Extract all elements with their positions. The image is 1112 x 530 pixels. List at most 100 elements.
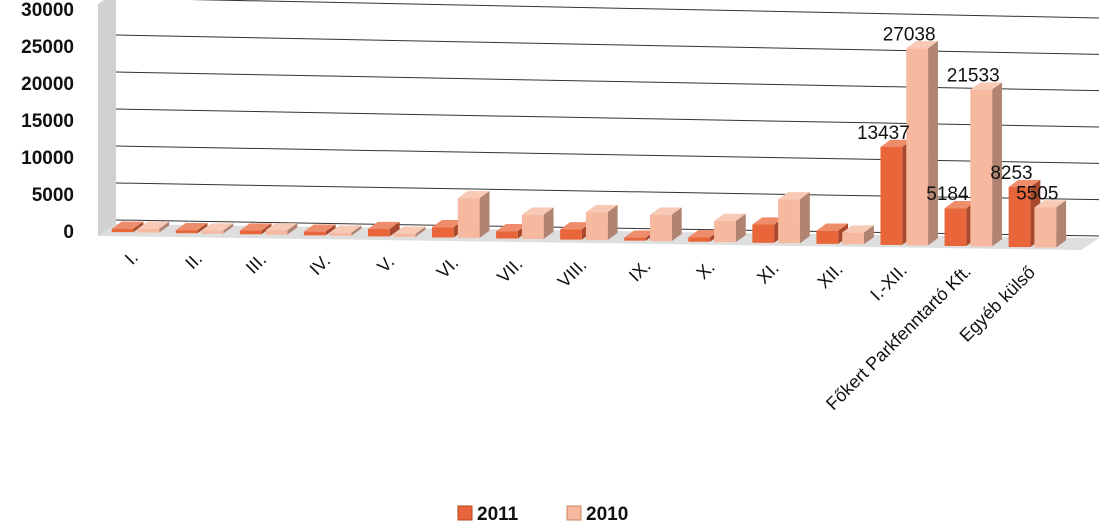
bar-2011-top [688,230,720,238]
x-tick-label: XI. [753,258,783,288]
bar-2011-side [197,222,208,234]
bar-2010-side [992,82,1003,247]
y-tick-label: 15000 [21,111,74,132]
bar-2010-top [842,225,874,233]
data-label: 13437 [857,123,910,144]
x-tick-label: I.-XII. [866,260,911,305]
bar-2010-top [137,221,170,229]
data-label: 5184 [926,184,969,205]
y-tick-label: 30000 [21,0,74,21]
bar-2010-top [650,207,682,215]
bar-2011 [303,231,326,236]
bar-2010 [265,230,288,235]
bar-2011-side [325,224,336,236]
bar-2010-top [906,41,938,49]
x-tick-label: III. [242,249,270,277]
bar-2010 [650,214,672,242]
bar-2010 [201,230,224,234]
y-tick-label: 5000 [32,185,74,206]
bar-2011-top [1008,179,1041,188]
bar-2010-top [585,204,618,213]
data-label: 8253 [990,163,1032,184]
bar-2011 [432,227,454,238]
gridline [115,145,1100,164]
legend-label-2010: 2010 [586,504,628,525]
bar-2011-top [111,221,144,229]
bar-2011 [752,224,775,243]
bar-2011-top [303,224,336,232]
legend-label-2011: 2011 [477,504,519,525]
bar-2011-top [496,223,528,232]
bar-2010 [906,48,929,246]
x-tick-label: VIII. [554,255,591,292]
bar-2011-top [239,223,272,231]
x-tick-label: XII. [814,259,847,292]
bar-2010-top [970,82,1003,90]
bar-2011-top [624,230,656,238]
bar-2011 [496,231,518,239]
data-label: 21533 [947,66,1000,87]
bar-2010-side [671,207,682,242]
bar-2010 [393,233,416,237]
x-tick-label: V. [373,252,398,277]
y-tick-label: 10000 [21,148,74,169]
bar-2010-side [351,225,362,236]
gridline [189,0,1100,19]
bar-2010-top [265,223,298,231]
bar-2011-top [752,217,785,225]
bar-2011-top [880,139,913,147]
bar-2011 [816,230,839,244]
bar-2011-top [432,219,464,228]
data-label: 27038 [883,24,936,45]
bar-2011 [175,230,198,234]
bar-2010-top [201,223,234,231]
bar-2010-top [393,226,426,234]
y-tick-label: 25000 [21,37,74,58]
bar-2010-side [863,225,874,245]
bar-2010-top [1034,200,1067,208]
bar-2010 [714,220,736,243]
bar-2011 [880,146,903,245]
bar-2010-top [714,213,746,221]
x-tick-label: VI. [433,253,463,283]
bar-2010 [137,228,160,233]
bar-2011 [367,229,390,237]
bar-2010-side [543,207,554,239]
bar-2010-top [778,192,810,200]
bar-2011 [944,208,967,246]
x-tick-label: II. [181,248,206,273]
x-tick-label: VII. [493,254,526,287]
bar-2010-top [329,225,362,233]
bar-2011-top [367,221,400,230]
bar-2011-top [175,222,208,231]
bar-2010 [778,199,800,244]
bar-2010-top [457,190,490,199]
bar-2011 [560,229,582,240]
bar-2010 [842,232,864,245]
bar-2010-side [415,226,426,237]
bar-2010-side [799,192,810,244]
bar-2011 [1008,187,1031,248]
legend-swatch-2010 [566,505,582,521]
bar-2011 [688,237,711,242]
bar-2010-top [521,207,554,215]
x-tick-label: IX. [625,256,655,286]
bar-2010-side [607,204,618,241]
bar-2010 [970,89,993,247]
bar-2011-top [560,222,592,230]
x-tick-label: I. [121,247,142,268]
bar-2010-side [159,221,170,233]
bar-2011-top [816,223,849,231]
bar-2011-top [944,201,977,209]
bar-2010-side [928,41,938,246]
bar-2011-side [389,221,400,237]
bar-2010-side [479,190,490,238]
bar-2010-side [223,223,234,234]
legend-swatch-2011 [457,505,473,521]
y-tick-label: 0 [63,222,74,243]
bar-2011-side [133,221,144,233]
bar-2010-side [287,223,298,235]
bar-2010 [329,232,352,236]
